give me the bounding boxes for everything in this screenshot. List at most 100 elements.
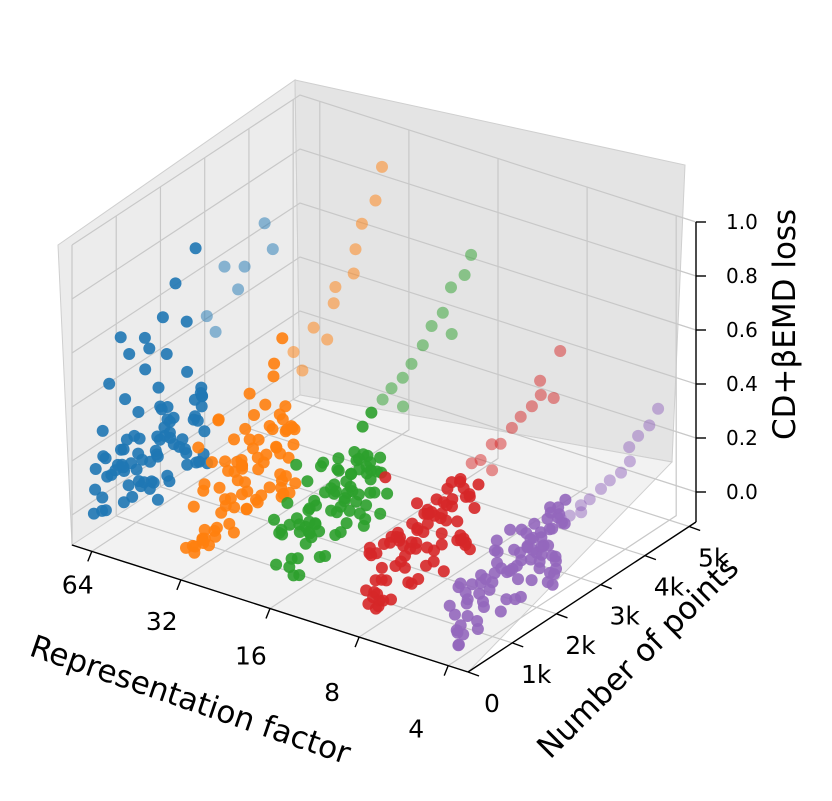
cluster-point-4 bbox=[533, 562, 546, 575]
data-point-64 bbox=[120, 433, 133, 446]
cluster-point-8 bbox=[375, 561, 388, 574]
data-point-64 bbox=[123, 348, 136, 360]
grid-line-x bbox=[269, 158, 499, 610]
cluster-point-32 bbox=[276, 474, 288, 487]
cluster-point-8 bbox=[389, 560, 402, 572]
y-tick-mark bbox=[644, 554, 657, 561]
cluster-point-4 bbox=[452, 638, 465, 651]
cluster-point-32 bbox=[236, 462, 249, 475]
cluster-point-16 bbox=[283, 518, 296, 531]
cluster-point-16 bbox=[328, 487, 341, 500]
cluster-point-32 bbox=[189, 540, 202, 553]
data-point-64 bbox=[200, 310, 213, 323]
cluster-point-16 bbox=[291, 552, 304, 565]
data-point-16 bbox=[445, 281, 457, 294]
cluster-point-64 bbox=[89, 483, 102, 496]
cluster-point-4 bbox=[525, 574, 538, 587]
cluster-point-4 bbox=[550, 562, 562, 575]
data-point-8 bbox=[404, 542, 417, 555]
data-point-16 bbox=[385, 382, 398, 395]
cluster-point-32 bbox=[224, 492, 237, 505]
data-point-4 bbox=[459, 586, 472, 599]
cluster-point-64 bbox=[191, 414, 204, 427]
x-tick-label: 64 bbox=[62, 570, 94, 599]
cluster-point-4 bbox=[509, 593, 522, 606]
grid-line-z bbox=[71, 94, 697, 246]
cluster-point-8 bbox=[402, 576, 415, 589]
z-axis-title: CD+βEMD loss bbox=[767, 209, 803, 440]
data-point-16 bbox=[301, 475, 314, 488]
data-point-32 bbox=[369, 194, 382, 207]
data-point-32 bbox=[321, 333, 334, 346]
cluster-point-4 bbox=[541, 512, 554, 525]
cluster-point-4 bbox=[524, 533, 537, 546]
cluster-point-16 bbox=[352, 488, 365, 501]
data-point-64 bbox=[156, 311, 169, 324]
cluster-point-32 bbox=[240, 503, 253, 516]
data-point-32 bbox=[347, 267, 360, 280]
data-point-32 bbox=[239, 422, 252, 435]
cluster-point-8 bbox=[435, 527, 448, 540]
data-point-4 bbox=[506, 562, 519, 575]
cluster-point-32 bbox=[203, 539, 215, 552]
cluster-point-4 bbox=[528, 517, 541, 530]
cluster-point-64 bbox=[89, 463, 102, 475]
grid-line-z bbox=[71, 310, 697, 462]
data-point-4 bbox=[632, 429, 645, 442]
cluster-point-8 bbox=[459, 539, 472, 551]
data-point-8 bbox=[505, 421, 518, 434]
cluster-point-64 bbox=[117, 461, 130, 474]
cluster-point-64 bbox=[167, 438, 180, 451]
cluster-point-64 bbox=[163, 426, 176, 439]
cluster-point-8 bbox=[420, 559, 432, 572]
data-point-32 bbox=[248, 409, 260, 421]
data-point-64 bbox=[189, 242, 202, 255]
data-point-32 bbox=[259, 398, 272, 411]
x-tick-mark bbox=[176, 579, 182, 591]
data-point-32 bbox=[296, 364, 309, 377]
cluster-point-4 bbox=[450, 624, 463, 637]
data-point-32 bbox=[212, 413, 225, 426]
cluster-point-32 bbox=[273, 408, 286, 421]
cluster-point-32 bbox=[288, 423, 301, 436]
data-point-8 bbox=[494, 437, 507, 450]
cluster-point-16 bbox=[374, 507, 387, 520]
data-point-64 bbox=[154, 400, 167, 413]
cluster-point-4 bbox=[512, 573, 524, 586]
cluster-point-64 bbox=[117, 496, 130, 509]
data-point-4 bbox=[623, 455, 636, 468]
data-point-32 bbox=[205, 456, 218, 469]
data-point-16 bbox=[405, 357, 418, 370]
x-tick-mark bbox=[265, 608, 271, 619]
data-point-64 bbox=[96, 424, 109, 437]
z-tick-label: 0.6 bbox=[726, 318, 758, 342]
cluster-point-4 bbox=[466, 578, 478, 591]
z-tick-label: 1.0 bbox=[726, 210, 758, 234]
x-axis-title: Representation factor bbox=[25, 629, 355, 773]
data-point-4 bbox=[623, 441, 636, 454]
data-point-64 bbox=[232, 283, 245, 296]
data-point-32 bbox=[276, 332, 289, 345]
data-point-4 bbox=[615, 466, 627, 479]
data-points bbox=[87, 160, 665, 652]
cluster-point-64 bbox=[167, 411, 180, 424]
data-point-64 bbox=[114, 331, 127, 344]
x-tick-mark bbox=[354, 636, 360, 648]
grid-line-x bbox=[180, 129, 410, 581]
data-point-4 bbox=[603, 474, 616, 487]
grid-line-z bbox=[71, 256, 697, 408]
x-tick-label: 32 bbox=[146, 607, 178, 636]
cluster-point-16 bbox=[283, 561, 296, 573]
cluster-point-16 bbox=[359, 513, 372, 526]
cluster-point-16 bbox=[329, 529, 342, 541]
y-tick-label: 1k bbox=[521, 660, 552, 689]
y-tick-label: 4k bbox=[654, 573, 685, 602]
cluster-point-8 bbox=[472, 478, 485, 491]
cluster-point-32 bbox=[228, 501, 241, 514]
data-point-4 bbox=[473, 587, 486, 600]
data-point-8 bbox=[525, 400, 538, 413]
cluster-point-8 bbox=[457, 482, 470, 495]
x-tick-mark bbox=[87, 551, 93, 562]
data-point-16 bbox=[281, 497, 294, 509]
